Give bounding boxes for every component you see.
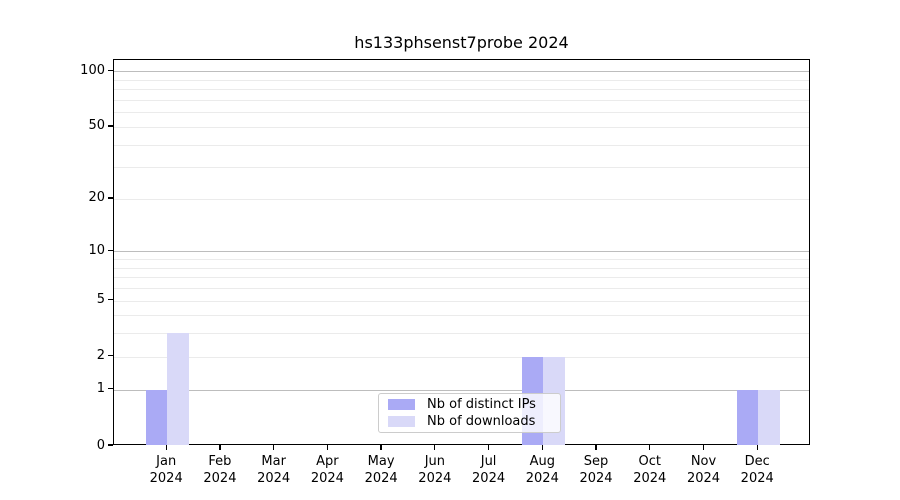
legend: Nb of distinct IPs Nb of downloads: [378, 393, 561, 433]
x-tick-mark: [434, 445, 436, 450]
gridline-minor: [114, 126, 809, 128]
x-tick-label-apr: Apr 2024: [310, 454, 344, 486]
y-tick-mark: [108, 388, 113, 390]
legend-entry-distinct-ips: Nb of distinct IPs: [388, 396, 560, 412]
x-tick-label-oct: Oct 2024: [633, 454, 667, 486]
x-tick-mark: [756, 445, 758, 450]
y-tick-label: 5: [96, 292, 105, 308]
y-tick-mark: [108, 249, 113, 251]
y-tick-mark: [108, 197, 113, 199]
x-tick-label-aug: Aug 2024: [525, 454, 559, 486]
y-tick-mark: [108, 125, 113, 127]
y-tick-label: 1: [96, 381, 105, 397]
gridline-minor: [114, 198, 809, 200]
gridline-minor: [114, 333, 809, 335]
y-tick-label: 10: [88, 242, 105, 258]
y-tick-mark: [108, 444, 113, 446]
plot-area: [113, 59, 810, 445]
y-tick-label: 0: [96, 437, 105, 453]
gridline-minor: [114, 144, 809, 146]
x-tick-mark: [649, 445, 651, 450]
gridline-minor: [114, 112, 809, 114]
gridline-minor: [114, 315, 809, 317]
x-tick-mark: [487, 445, 490, 450]
x-tick-mark: [219, 445, 221, 450]
bar-distinct-ips-dec: [736, 389, 759, 445]
y-tick-mark: [108, 298, 113, 301]
y-tick-label: 20: [88, 190, 105, 206]
gridline-minor: [114, 300, 809, 302]
bar-downloads-dec: [758, 389, 780, 445]
x-tick-mark: [595, 445, 597, 450]
x-tick-mark: [380, 445, 382, 450]
x-tick-mark: [165, 445, 167, 450]
gridline-major: [114, 251, 809, 253]
gridline-minor: [114, 267, 809, 269]
x-tick-label-nov: Nov 2024: [686, 454, 721, 486]
legend-swatch-distinct-ips: [388, 399, 415, 410]
y-tick-label: 100: [80, 62, 105, 78]
gridline-minor: [114, 99, 809, 101]
legend-label-downloads: Nb of downloads: [427, 413, 536, 429]
x-tick-label-sep: Sep 2024: [579, 454, 613, 486]
gridline-major: [114, 389, 809, 391]
x-tick-label-mar: Mar 2024: [257, 454, 291, 486]
y-tick-mark: [108, 355, 113, 357]
y-tick-label: 50: [88, 118, 105, 134]
x-tick-mark: [273, 445, 275, 450]
x-tick-mark: [326, 445, 329, 450]
gridline-minor: [114, 259, 809, 261]
x-tick-label-jul: Jul 2024: [472, 454, 506, 486]
chart-title: hs133phsenst7probe 2024: [354, 33, 569, 52]
x-tick-mark: [702, 445, 705, 450]
x-tick-label-jun: Jun 2024: [418, 454, 452, 486]
x-tick-label-dec: Dec 2024: [740, 454, 774, 486]
y-tick-mark: [108, 69, 113, 72]
x-tick-label-jan: Jan 2024: [149, 454, 183, 486]
gridline-minor: [114, 356, 809, 358]
x-tick-label-may: May 2024: [364, 454, 398, 486]
legend-label-distinct-ips: Nb of distinct IPs: [427, 396, 536, 412]
gridline-major: [114, 71, 809, 73]
gridline-minor: [114, 288, 809, 290]
x-tick-mark: [541, 445, 543, 450]
x-tick-label-feb: Feb 2024: [203, 454, 237, 486]
gridline-minor: [114, 167, 809, 169]
bar-downloads-jan: [167, 333, 189, 445]
legend-entry-downloads: Nb of downloads: [388, 413, 560, 429]
y-tick-label: 2: [96, 348, 105, 364]
bar-distinct-ips-jan: [145, 389, 168, 445]
legend-swatch-downloads: [388, 416, 415, 427]
gridline-minor: [114, 277, 809, 279]
gridline-minor: [114, 89, 809, 91]
gridline-minor: [114, 79, 809, 81]
